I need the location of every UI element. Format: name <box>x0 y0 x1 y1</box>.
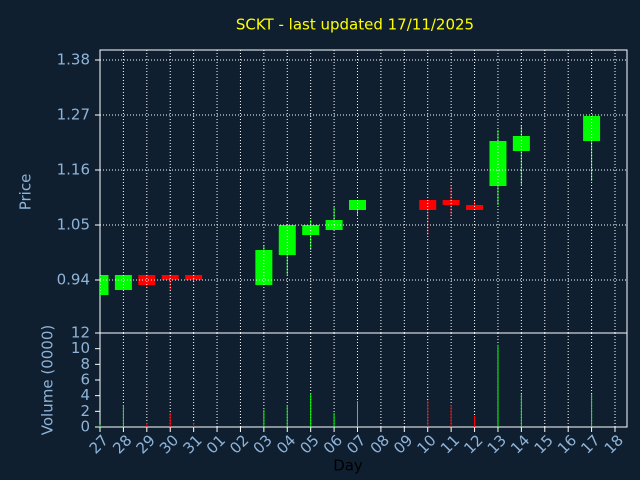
y-tick-label: 4 <box>80 386 90 404</box>
candle-body <box>349 200 366 210</box>
x-axis-label: Day <box>333 457 363 475</box>
x-tick-label: 28 <box>109 431 135 457</box>
candle-body <box>489 141 507 186</box>
x-tick-label: 07 <box>343 431 369 457</box>
y-axis-label: Price <box>17 174 35 211</box>
candle-body <box>185 275 203 280</box>
x-tick-label: 06 <box>320 431 346 457</box>
y-tick-label: 1.38 <box>57 51 90 69</box>
x-tick-label: 05 <box>296 431 322 457</box>
x-tick-label: 17 <box>577 431 603 457</box>
x-tick-label: 16 <box>554 431 580 457</box>
volume-frame <box>99 332 628 428</box>
y-tick-label: 1.27 <box>57 106 90 124</box>
candle-body <box>161 275 179 280</box>
volume-axis-label: Volume (0000) <box>39 325 57 435</box>
y-tick-label: 1.16 <box>57 161 90 179</box>
x-tick-label: 12 <box>460 431 486 457</box>
y-tick-label: 0.94 <box>57 271 90 289</box>
y-tick-label: 6 <box>80 371 90 389</box>
x-tick-label: 01 <box>203 431 229 457</box>
x-tick-label: 13 <box>484 431 510 457</box>
y-tick-label: 10 <box>71 339 90 357</box>
candle-body <box>466 205 484 210</box>
x-tick-label: 04 <box>273 431 299 457</box>
x-tick-label: 09 <box>390 431 416 457</box>
candle-body <box>442 200 460 205</box>
x-tick-label: 10 <box>414 431 440 457</box>
candle-body <box>419 200 437 210</box>
x-tick-label: 15 <box>531 431 557 457</box>
candle-body <box>255 250 273 285</box>
x-tick-label: 02 <box>226 431 252 457</box>
x-tick-label: 29 <box>133 431 159 457</box>
candle-body <box>100 275 109 295</box>
y-tick-label: 8 <box>80 355 90 373</box>
x-tick-label: 14 <box>507 431 533 457</box>
x-tick-label: 30 <box>156 431 182 457</box>
x-tick-label: 03 <box>250 431 276 457</box>
x-tick-label: 31 <box>179 431 205 457</box>
y-tick-label: 1.05 <box>57 216 90 234</box>
y-tick-label: 2 <box>80 402 90 420</box>
price-frame <box>99 49 628 334</box>
x-tick-label: 11 <box>437 431 463 457</box>
candle-body <box>138 275 156 285</box>
y-tick-label: 0 <box>80 418 90 436</box>
y-tick-label: 12 <box>71 324 90 342</box>
candle-body <box>114 275 132 290</box>
chart-title: SCKT - last updated 17/11/2025 <box>236 16 474 34</box>
x-tick-label: 08 <box>367 431 393 457</box>
candles <box>100 116 601 295</box>
x-tick-label: 18 <box>601 431 627 457</box>
